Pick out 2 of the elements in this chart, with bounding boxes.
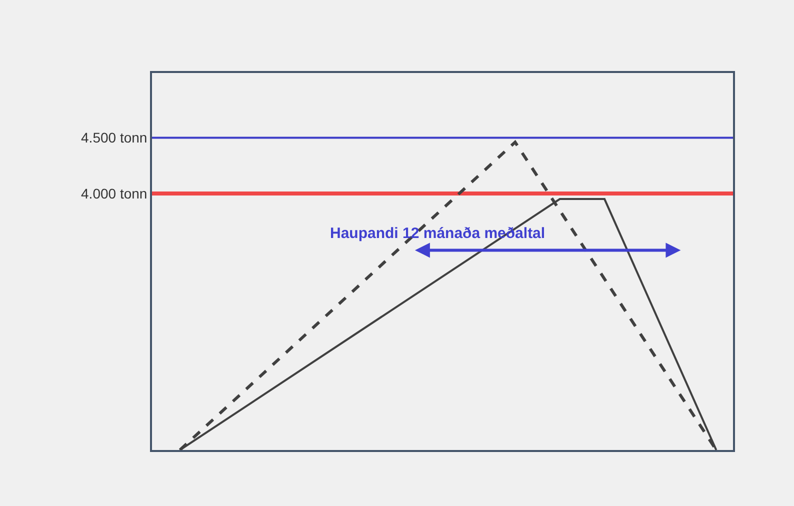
y-tick-label: 4.500 tonn (81, 130, 148, 146)
y-tick-label: 4.000 tonn (81, 185, 148, 202)
